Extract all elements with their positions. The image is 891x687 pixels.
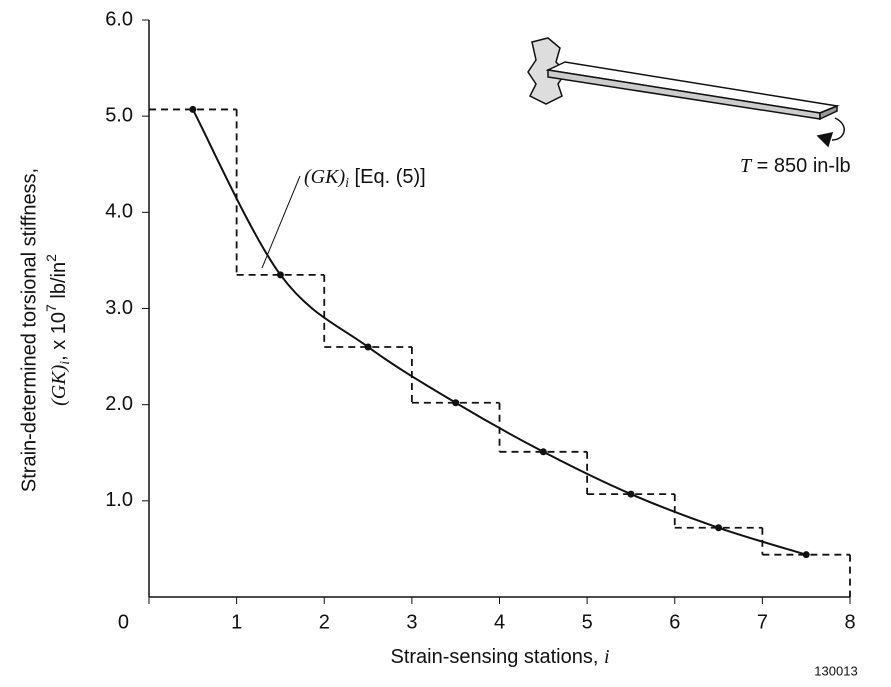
x-axis-label: Strain-sensing stations, i bbox=[391, 646, 610, 669]
y-tick-label: 3.0 bbox=[105, 297, 133, 319]
y-label-symbol: (GK) bbox=[48, 364, 70, 405]
annotation-subscript: i bbox=[345, 176, 349, 191]
x-tick-label: 2 bbox=[319, 611, 330, 633]
x-tick-label: 0 bbox=[118, 611, 129, 633]
y-label-exponent: 7 bbox=[43, 304, 59, 312]
torque-symbol: T bbox=[740, 155, 753, 177]
y-axis-label-line1: Strain-determined torsional stiffness, bbox=[18, 168, 40, 492]
point bbox=[627, 490, 635, 498]
y-tick-label: 2.0 bbox=[105, 393, 133, 415]
x-tick-label: 5 bbox=[582, 611, 593, 633]
beam-illustration bbox=[527, 37, 845, 148]
x-tick-label: 7 bbox=[757, 611, 768, 633]
point bbox=[802, 551, 810, 559]
x-tick-label: 3 bbox=[406, 611, 417, 633]
x-tick-label: 1 bbox=[231, 611, 242, 633]
y-label-exponent2: 2 bbox=[43, 254, 59, 262]
figure-number: 130013 bbox=[814, 663, 857, 678]
y-tick-label: 4.0 bbox=[105, 201, 133, 223]
y-axis-label: Strain-determined torsional stiffness, (… bbox=[18, 168, 73, 492]
y-label-subscript: i bbox=[58, 361, 73, 365]
annotation-ref: [Eq. (5)] bbox=[349, 166, 426, 188]
x-axis-label-text: Strain-sensing stations, bbox=[391, 646, 604, 668]
point bbox=[452, 399, 460, 407]
y-tick-label: 6.0 bbox=[105, 8, 133, 30]
y-label-unit: , x 10 bbox=[48, 312, 70, 361]
torque-label: T = 850 in-lb bbox=[740, 155, 851, 178]
y-tick-label: 1.0 bbox=[105, 489, 133, 511]
series-annotation: (GK)i [Eq. (5)] bbox=[304, 166, 426, 192]
torque-value: = 850 in-lb bbox=[751, 155, 851, 177]
x-tick-label: 6 bbox=[669, 611, 680, 633]
y-axis-label-line2: (GK)i, x 107 lb/in2 bbox=[43, 254, 74, 406]
curve bbox=[191, 108, 807, 556]
point bbox=[276, 271, 284, 279]
x-tick-label: 8 bbox=[844, 611, 855, 633]
point bbox=[364, 343, 372, 351]
point bbox=[715, 524, 723, 532]
x-axis-label-symbol: i bbox=[604, 646, 610, 668]
x-tick-label: 4 bbox=[494, 611, 505, 633]
y-label-unit2: lb/in bbox=[48, 262, 70, 304]
annotation-symbol: (GK) bbox=[304, 166, 345, 188]
point bbox=[189, 105, 197, 113]
point bbox=[539, 448, 547, 456]
y-tick-label: 5.0 bbox=[105, 104, 133, 126]
annotation-leader bbox=[261, 175, 301, 269]
